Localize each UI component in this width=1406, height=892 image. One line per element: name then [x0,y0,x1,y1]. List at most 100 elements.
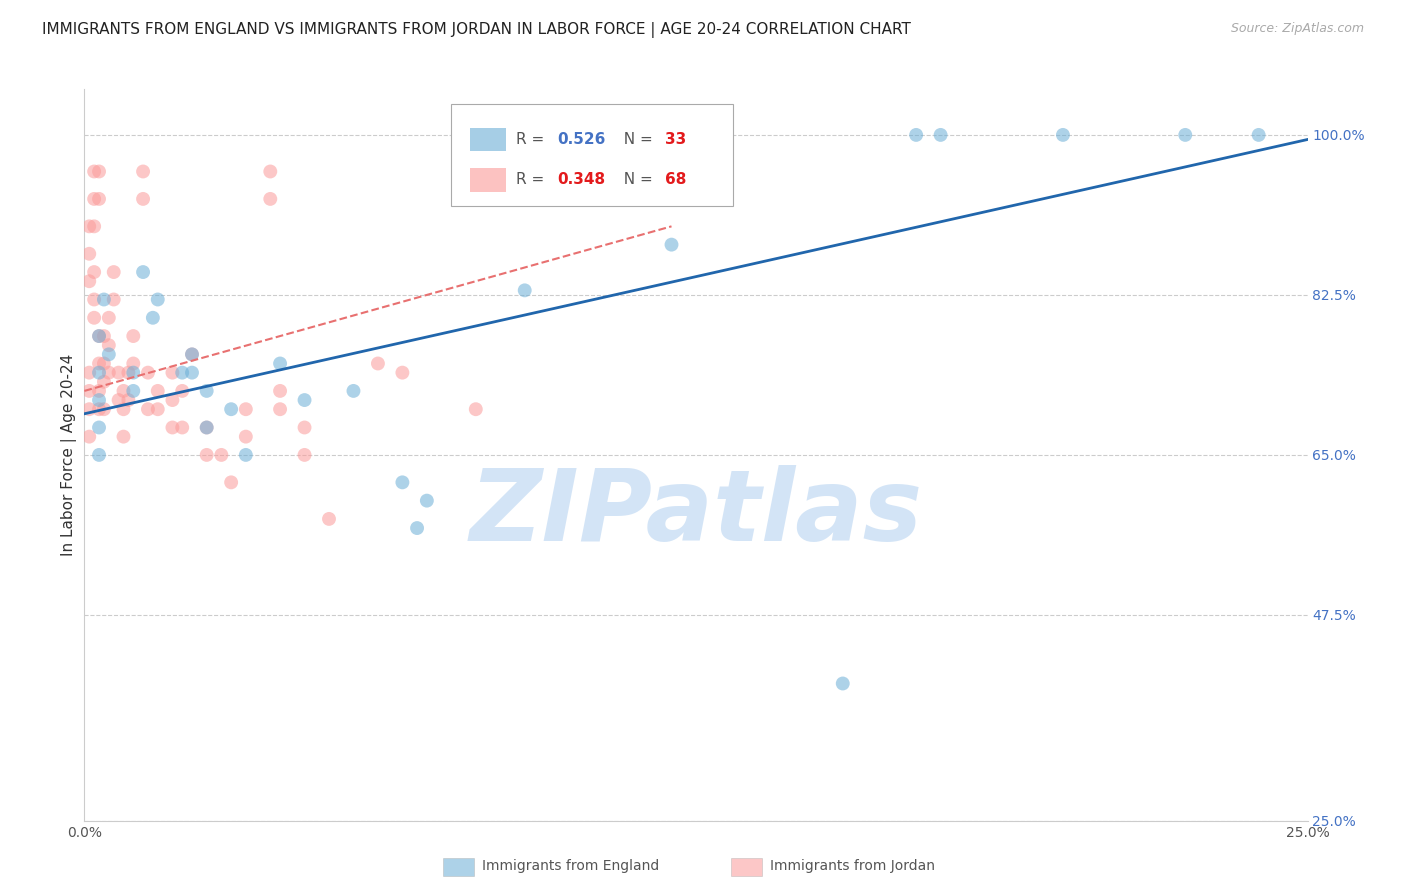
Point [87,393,110,408]
Point [93,402,115,417]
Point [513,192,536,206]
Point [87,356,110,371]
Point [103,293,125,307]
Point [235,402,257,417]
Point [513,284,536,298]
Point [269,402,291,417]
Point [181,366,204,380]
Point [162,420,184,434]
Text: Source: ZipAtlas.com: Source: ZipAtlas.com [1230,22,1364,36]
Point [416,493,439,508]
Point [146,384,169,398]
Point [367,356,389,371]
Point [209,448,232,462]
Text: N =: N = [614,172,658,187]
Point [929,128,952,142]
Point [132,192,155,206]
Point [93,293,115,307]
Point [235,448,257,462]
Point [195,384,218,398]
Text: R =: R = [516,132,550,147]
Point [83,192,105,206]
Point [162,366,184,380]
Point [77,274,100,288]
Point [87,329,110,343]
Point [83,265,105,279]
Point [464,402,486,417]
Point [87,329,110,343]
Point [146,402,169,417]
Point [259,192,281,206]
Point [172,384,194,398]
Text: ZIPatlas: ZIPatlas [470,465,922,562]
Point [77,366,100,380]
Point [122,329,145,343]
Text: 0.526: 0.526 [558,132,606,147]
Point [219,475,242,490]
Point [117,393,139,408]
Point [294,420,316,434]
Point [93,329,115,343]
Point [122,356,145,371]
Point [83,164,105,178]
Point [93,356,115,371]
Point [172,420,194,434]
Point [97,338,120,352]
Y-axis label: In Labor Force | Age 20-24: In Labor Force | Age 20-24 [62,354,77,556]
Point [83,219,105,234]
Point [1174,128,1197,142]
Point [77,247,100,261]
Point [132,265,155,279]
Point [83,310,105,325]
Point [294,393,316,408]
Point [1247,128,1270,142]
Point [136,402,159,417]
Point [513,164,536,178]
Text: 68: 68 [665,172,686,187]
Point [112,429,135,443]
Point [122,366,145,380]
Point [294,448,316,462]
Point [146,293,169,307]
Point [142,310,165,325]
Point [112,402,135,417]
FancyBboxPatch shape [451,103,733,206]
Point [181,347,204,361]
Point [77,219,100,234]
Point [97,347,120,361]
Point [83,293,105,307]
Point [219,402,242,417]
Point [661,237,683,252]
Point [87,448,110,462]
Point [391,366,413,380]
Point [195,420,218,434]
Point [318,512,340,526]
Point [77,429,100,443]
Point [269,356,291,371]
Bar [470,169,506,192]
Point [107,366,129,380]
Point [905,128,928,142]
Point [87,164,110,178]
Text: 33: 33 [665,132,686,147]
Text: Immigrants from Jordan: Immigrants from Jordan [770,859,935,873]
Point [87,192,110,206]
Text: R =: R = [516,172,550,187]
Point [87,420,110,434]
Point [103,265,125,279]
Point [97,366,120,380]
Point [1052,128,1074,142]
Point [117,366,139,380]
Point [77,384,100,398]
Point [77,402,100,417]
Point [195,420,218,434]
Bar [470,128,506,152]
Point [195,448,218,462]
Point [406,521,429,535]
Point [259,164,281,178]
Point [391,475,413,490]
Text: Immigrants from England: Immigrants from England [482,859,659,873]
Point [87,402,110,417]
Point [87,366,110,380]
Point [269,384,291,398]
